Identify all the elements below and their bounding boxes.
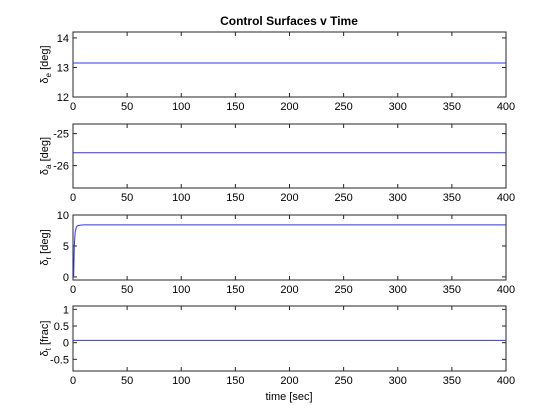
- x-tick-label: 350: [443, 375, 461, 387]
- x-tick-label: 0: [70, 284, 76, 296]
- x-tick-label: 300: [389, 375, 407, 387]
- y-axis-label: δr [deg]: [39, 229, 53, 265]
- y-axis-label: δa [deg]: [39, 137, 53, 175]
- x-tick-label: 250: [334, 101, 352, 113]
- x-tick-label: 400: [497, 375, 515, 387]
- y-axis-label: δt [frac]: [39, 321, 53, 357]
- y-axis-label: δe [deg]: [39, 45, 53, 83]
- x-tick-label: 400: [497, 101, 515, 113]
- y-tick-label: 5: [63, 241, 69, 253]
- x-tick-label: 400: [497, 192, 515, 204]
- x-tick-label: 150: [226, 192, 244, 204]
- y-tick-label: 1: [63, 304, 69, 316]
- x-tick-label: 200: [280, 192, 298, 204]
- y-tick-label: 0: [63, 272, 69, 284]
- x-tick-label: 150: [226, 375, 244, 387]
- y-tick-label: -26: [53, 161, 69, 173]
- axes-box: [72, 214, 507, 281]
- x-tick-label: 350: [443, 101, 461, 113]
- y-tick-label: 0.5: [54, 321, 69, 333]
- y-tick-label: 14: [57, 33, 69, 45]
- x-tick-label: 100: [172, 192, 190, 204]
- x-tick-label: 350: [443, 192, 461, 204]
- x-tick-label: 200: [280, 284, 298, 296]
- x-tick-label: 100: [172, 375, 190, 387]
- x-tick-label: 50: [121, 101, 133, 113]
- x-tick-label: 300: [389, 101, 407, 113]
- x-tick-label: 100: [172, 284, 190, 296]
- x-tick-label: 0: [70, 101, 76, 113]
- y-tick-label: 0: [63, 338, 69, 350]
- y-tick-label: -25: [53, 129, 69, 141]
- y-tick-label: -0.5: [50, 354, 69, 366]
- y-tick-label: 10: [57, 210, 69, 222]
- x-tick-label: 200: [280, 375, 298, 387]
- x-tick-label: 50: [121, 192, 133, 204]
- x-tick-label: 50: [121, 375, 133, 387]
- subplot-3: 0 50 100 150 200 250 300 350 400 0 5 10 δr [deg]: [39, 210, 515, 296]
- x-tick-label: 250: [334, 192, 352, 204]
- axes-box: [72, 305, 507, 372]
- x-tick-label: 400: [497, 284, 515, 296]
- x-tick-label: 250: [334, 284, 352, 296]
- x-tick-label: 150: [226, 284, 244, 296]
- series-line: [73, 224, 506, 278]
- x-tick-label: 0: [70, 192, 76, 204]
- axes-box: [72, 31, 507, 98]
- x-tick-label: 50: [121, 284, 133, 296]
- x-tick-label: 200: [280, 101, 298, 113]
- x-tick-label: 150: [226, 101, 244, 113]
- y-tick-label: 12: [57, 92, 69, 104]
- figure-title: Control Surfaces v Time: [220, 14, 358, 28]
- x-tick-label: 350: [443, 284, 461, 296]
- axes-box: [72, 123, 507, 189]
- x-tick-label: 250: [334, 375, 352, 387]
- x-tick-label: 300: [389, 284, 407, 296]
- subplot-1: 0 50 100 150 200 250 300 350 400 12 13 14 δe [deg]: [39, 31, 515, 113]
- x-axis-label: time [sec]: [265, 391, 312, 403]
- x-tick-label: 0: [70, 375, 76, 387]
- y-tick-label: 13: [57, 62, 69, 74]
- x-tick-label: 100: [172, 101, 190, 113]
- x-tick-label: 300: [389, 192, 407, 204]
